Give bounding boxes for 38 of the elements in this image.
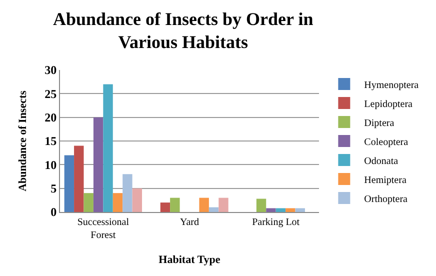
bar (286, 208, 296, 212)
y-tick-label: 5 (50, 182, 57, 196)
x-axis-title: Habitat Type (158, 254, 220, 266)
bar (218, 198, 228, 212)
x-tick-label: Yard (180, 217, 199, 228)
x-tick-label: Parking Lot (252, 217, 300, 228)
chart-title: Abundance of Insects by Order in Various Habitats (53, 8, 314, 52)
bar (276, 208, 286, 212)
legend-label: Hymenoptera (364, 80, 420, 91)
bar (208, 207, 219, 212)
bar (74, 146, 84, 212)
y-tick-label: 15 (44, 134, 57, 148)
y-tick-label: 25 (44, 86, 57, 101)
x-tick-label: Successional Forest (77, 217, 130, 241)
legend-label: Diptera (364, 118, 395, 129)
bar (93, 117, 104, 212)
bar (84, 193, 94, 212)
bar (256, 198, 266, 212)
legend-label: Lepidoptera (364, 98, 414, 110)
bar (266, 208, 276, 212)
bar (295, 208, 305, 212)
legend-label: Orthoptera (364, 194, 408, 205)
legend-label: Hemiptera (364, 174, 407, 186)
bar (160, 202, 170, 212)
y-axis-title: Abundance of Insects (17, 90, 30, 192)
bar (170, 198, 180, 212)
bar (199, 198, 209, 212)
y-tick-label: 10 (44, 158, 57, 172)
y-tick-label: 0 (50, 205, 57, 220)
bar (103, 84, 113, 212)
bar (132, 188, 142, 212)
legend-label: Odonata (364, 156, 399, 167)
bar (112, 193, 123, 212)
y-tick-label: 20 (44, 110, 57, 125)
legend-label: Coleoptera (364, 136, 409, 148)
bar (64, 155, 74, 212)
y-tick-label: 30 (44, 63, 57, 78)
bar (122, 174, 132, 212)
